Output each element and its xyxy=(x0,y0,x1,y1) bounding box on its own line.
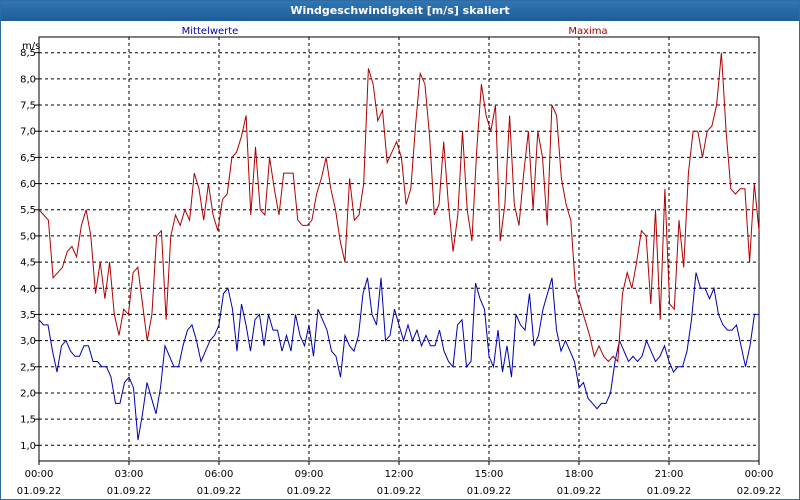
x-tick-time: 18:00 xyxy=(565,469,594,480)
x-tick-time: 00:00 xyxy=(745,469,774,480)
y-tick-label: 3,5 xyxy=(20,310,36,321)
x-tick-time: 15:00 xyxy=(475,469,504,480)
x-tick-time: 00:00 xyxy=(25,469,54,480)
y-tick-label: 7,5 xyxy=(20,101,36,112)
y-tick-label: 2,5 xyxy=(20,362,36,373)
x-tick-time: 09:00 xyxy=(295,469,324,480)
grid xyxy=(39,37,759,461)
x-tick-time: 21:00 xyxy=(655,469,684,480)
y-tick-label: 1,0 xyxy=(20,441,36,452)
y-tick-label: 3,0 xyxy=(20,336,36,347)
y-tick-label: 5,0 xyxy=(20,231,36,242)
x-tick-date: 01.09.22 xyxy=(467,486,512,497)
y-tick-label: 5,5 xyxy=(20,205,36,216)
x-tick-date: 02.09.22 xyxy=(737,486,782,497)
x-tick-time: 03:00 xyxy=(115,469,144,480)
y-tick-label: 1,5 xyxy=(20,415,36,426)
series-line-mittelwerte xyxy=(38,272,759,441)
x-tick-date: 01.09.22 xyxy=(197,486,242,497)
x-tick-date: 01.09.22 xyxy=(557,486,602,497)
y-tick-label: 4,5 xyxy=(20,258,36,269)
legend-maxima: Maxima xyxy=(568,26,607,37)
y-tick-label: 2,0 xyxy=(20,388,36,399)
x-axis: 00:00 01.09.22 03:00 01.09.22 06:00 01.09.22 0… xyxy=(17,461,782,497)
series-lines xyxy=(38,52,760,441)
x-tick-date: 01.09.22 xyxy=(377,486,422,497)
x-tick-date: 01.09.22 xyxy=(647,486,692,497)
x-tick-date: 01.09.22 xyxy=(107,486,152,497)
x-tick-time: 12:00 xyxy=(385,469,414,480)
legend-mittelwerte: Mittelwerte xyxy=(182,26,239,37)
y-axis: 1,0 1,5 2,0 2,5 3,0 3,5 4,0 4,5 5,0 5,5 6,0 6,5 7,0 7… xyxy=(20,48,39,452)
x-tick-date: 01.09.22 xyxy=(17,486,62,497)
y-tick-label: 8,0 xyxy=(20,74,36,85)
y-tick-label: 6,0 xyxy=(20,179,36,190)
y-tick-label: 6,5 xyxy=(20,153,36,164)
y-tick-label: 7,0 xyxy=(20,127,36,138)
x-tick-time: 06:00 xyxy=(205,469,234,480)
x-tick-date: 01.09.22 xyxy=(287,486,332,497)
y-tick-label: 4,0 xyxy=(20,284,36,295)
window-title: Windgeschwindigkeit [m/s] skaliert xyxy=(1,1,799,21)
y-axis-unit: m/s xyxy=(22,41,40,52)
series-line-maxima xyxy=(38,52,760,363)
y-tick-label: 8,5 xyxy=(20,48,36,59)
